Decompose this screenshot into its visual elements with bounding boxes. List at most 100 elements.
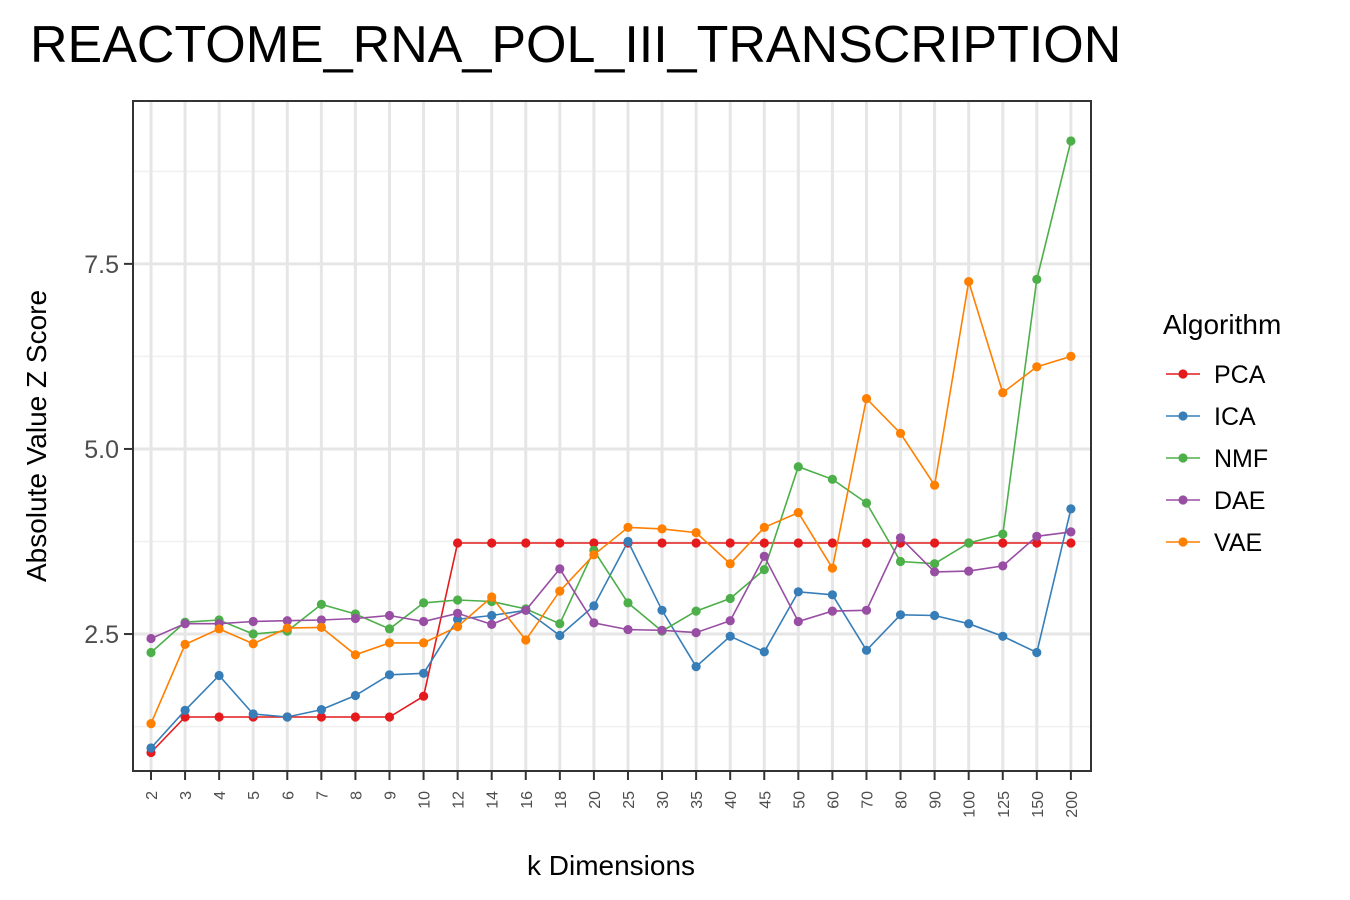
data-point <box>759 522 769 533</box>
data-point <box>282 712 292 722</box>
x-tick-label: 2 <box>144 791 161 800</box>
data-point <box>316 622 326 633</box>
data-point <box>1066 527 1076 537</box>
data-point <box>384 670 395 680</box>
x-tick-label: 6 <box>280 791 297 800</box>
data-point <box>998 529 1008 539</box>
data-point <box>248 629 258 639</box>
data-point <box>555 538 565 548</box>
chart-title: REACTOME_RNA_POL_III_TRANSCRIPTION <box>30 16 1121 74</box>
data-point <box>827 563 838 573</box>
data-point <box>930 480 940 490</box>
legend-item-ica: ICA <box>1166 403 1256 431</box>
data-point <box>282 616 292 626</box>
data-point <box>487 610 497 621</box>
data-point <box>691 628 701 638</box>
x-tick-label: 125 <box>996 791 1013 818</box>
data-point <box>146 647 156 658</box>
data-point <box>759 565 769 575</box>
x-tick-label: 60 <box>825 791 842 809</box>
data-point <box>657 625 667 635</box>
data-point <box>691 538 701 548</box>
data-point <box>316 712 326 722</box>
series-line <box>150 542 1071 754</box>
series-line <box>150 508 1072 749</box>
legend-item-dae: DAE <box>1166 487 1265 515</box>
data-point <box>555 630 565 641</box>
data-point <box>453 538 463 548</box>
data-point <box>623 536 633 547</box>
data-point <box>180 712 190 722</box>
data-point <box>691 528 701 538</box>
x-tick-label: 25 <box>621 791 638 809</box>
data-point <box>861 645 872 655</box>
x-tick-label: 8 <box>348 791 365 800</box>
series-nmf <box>146 136 1076 658</box>
x-tick-label: 16 <box>519 791 536 809</box>
x-tick-label: 14 <box>485 791 502 809</box>
legend-label: NMF <box>1214 445 1268 473</box>
grid-layer <box>133 101 1091 771</box>
data-point <box>964 619 974 629</box>
data-point <box>589 618 599 628</box>
data-point <box>453 622 463 632</box>
legend-key-point <box>1178 411 1188 421</box>
data-point <box>930 567 940 577</box>
data-point <box>180 639 190 650</box>
data-point <box>214 670 224 681</box>
y-tick-label: 2.5 <box>84 621 119 649</box>
data-point <box>419 691 429 701</box>
legend: Algorithm PCA ICA NMF DAE VAE <box>1163 309 1281 557</box>
data-point <box>316 705 326 715</box>
data-point <box>350 650 360 660</box>
data-point <box>1032 274 1042 284</box>
x-tick-label: 200 <box>1064 791 1081 818</box>
data-point <box>180 619 190 629</box>
legend-label: DAE <box>1214 487 1265 515</box>
data-point <box>1066 504 1076 514</box>
data-point <box>1066 351 1076 361</box>
x-axis-label: k Dimensions <box>527 850 695 881</box>
data-point <box>861 498 872 508</box>
legend-key-point <box>1178 453 1188 463</box>
data-point <box>146 719 156 729</box>
data-point <box>316 599 326 610</box>
data-point <box>521 605 531 615</box>
x-tick-label: 18 <box>553 791 570 809</box>
data-point <box>930 610 940 621</box>
x-tick-label: 40 <box>723 791 740 809</box>
data-point <box>521 538 531 548</box>
x-tick-label: 7 <box>314 791 331 800</box>
legend-item-pca: PCA <box>1166 361 1266 389</box>
data-point <box>589 550 599 560</box>
data-point <box>1066 136 1076 146</box>
data-point <box>487 538 497 548</box>
data-point <box>384 610 395 621</box>
series-line <box>150 531 1072 640</box>
data-point <box>248 616 258 627</box>
data-point <box>146 633 156 644</box>
data-point <box>657 538 667 548</box>
data-point <box>555 619 565 629</box>
data-point <box>793 616 803 627</box>
data-point <box>827 590 838 600</box>
data-point <box>895 533 906 543</box>
series-dae <box>146 527 1076 644</box>
data-point <box>453 608 463 618</box>
data-point <box>623 598 633 608</box>
data-point <box>930 559 940 569</box>
x-tick-label: 3 <box>178 791 195 800</box>
x-tick-label: 35 <box>689 791 706 809</box>
data-point <box>419 638 429 648</box>
data-point <box>419 616 429 627</box>
x-tick-label: 5 <box>246 791 263 800</box>
x-tick-label: 90 <box>928 791 945 809</box>
data-point <box>384 638 395 648</box>
data-point <box>861 394 872 404</box>
data-point <box>350 712 360 722</box>
data-point <box>1032 362 1042 372</box>
data-point <box>998 631 1008 641</box>
data-point <box>419 598 429 608</box>
data-point <box>725 559 735 569</box>
